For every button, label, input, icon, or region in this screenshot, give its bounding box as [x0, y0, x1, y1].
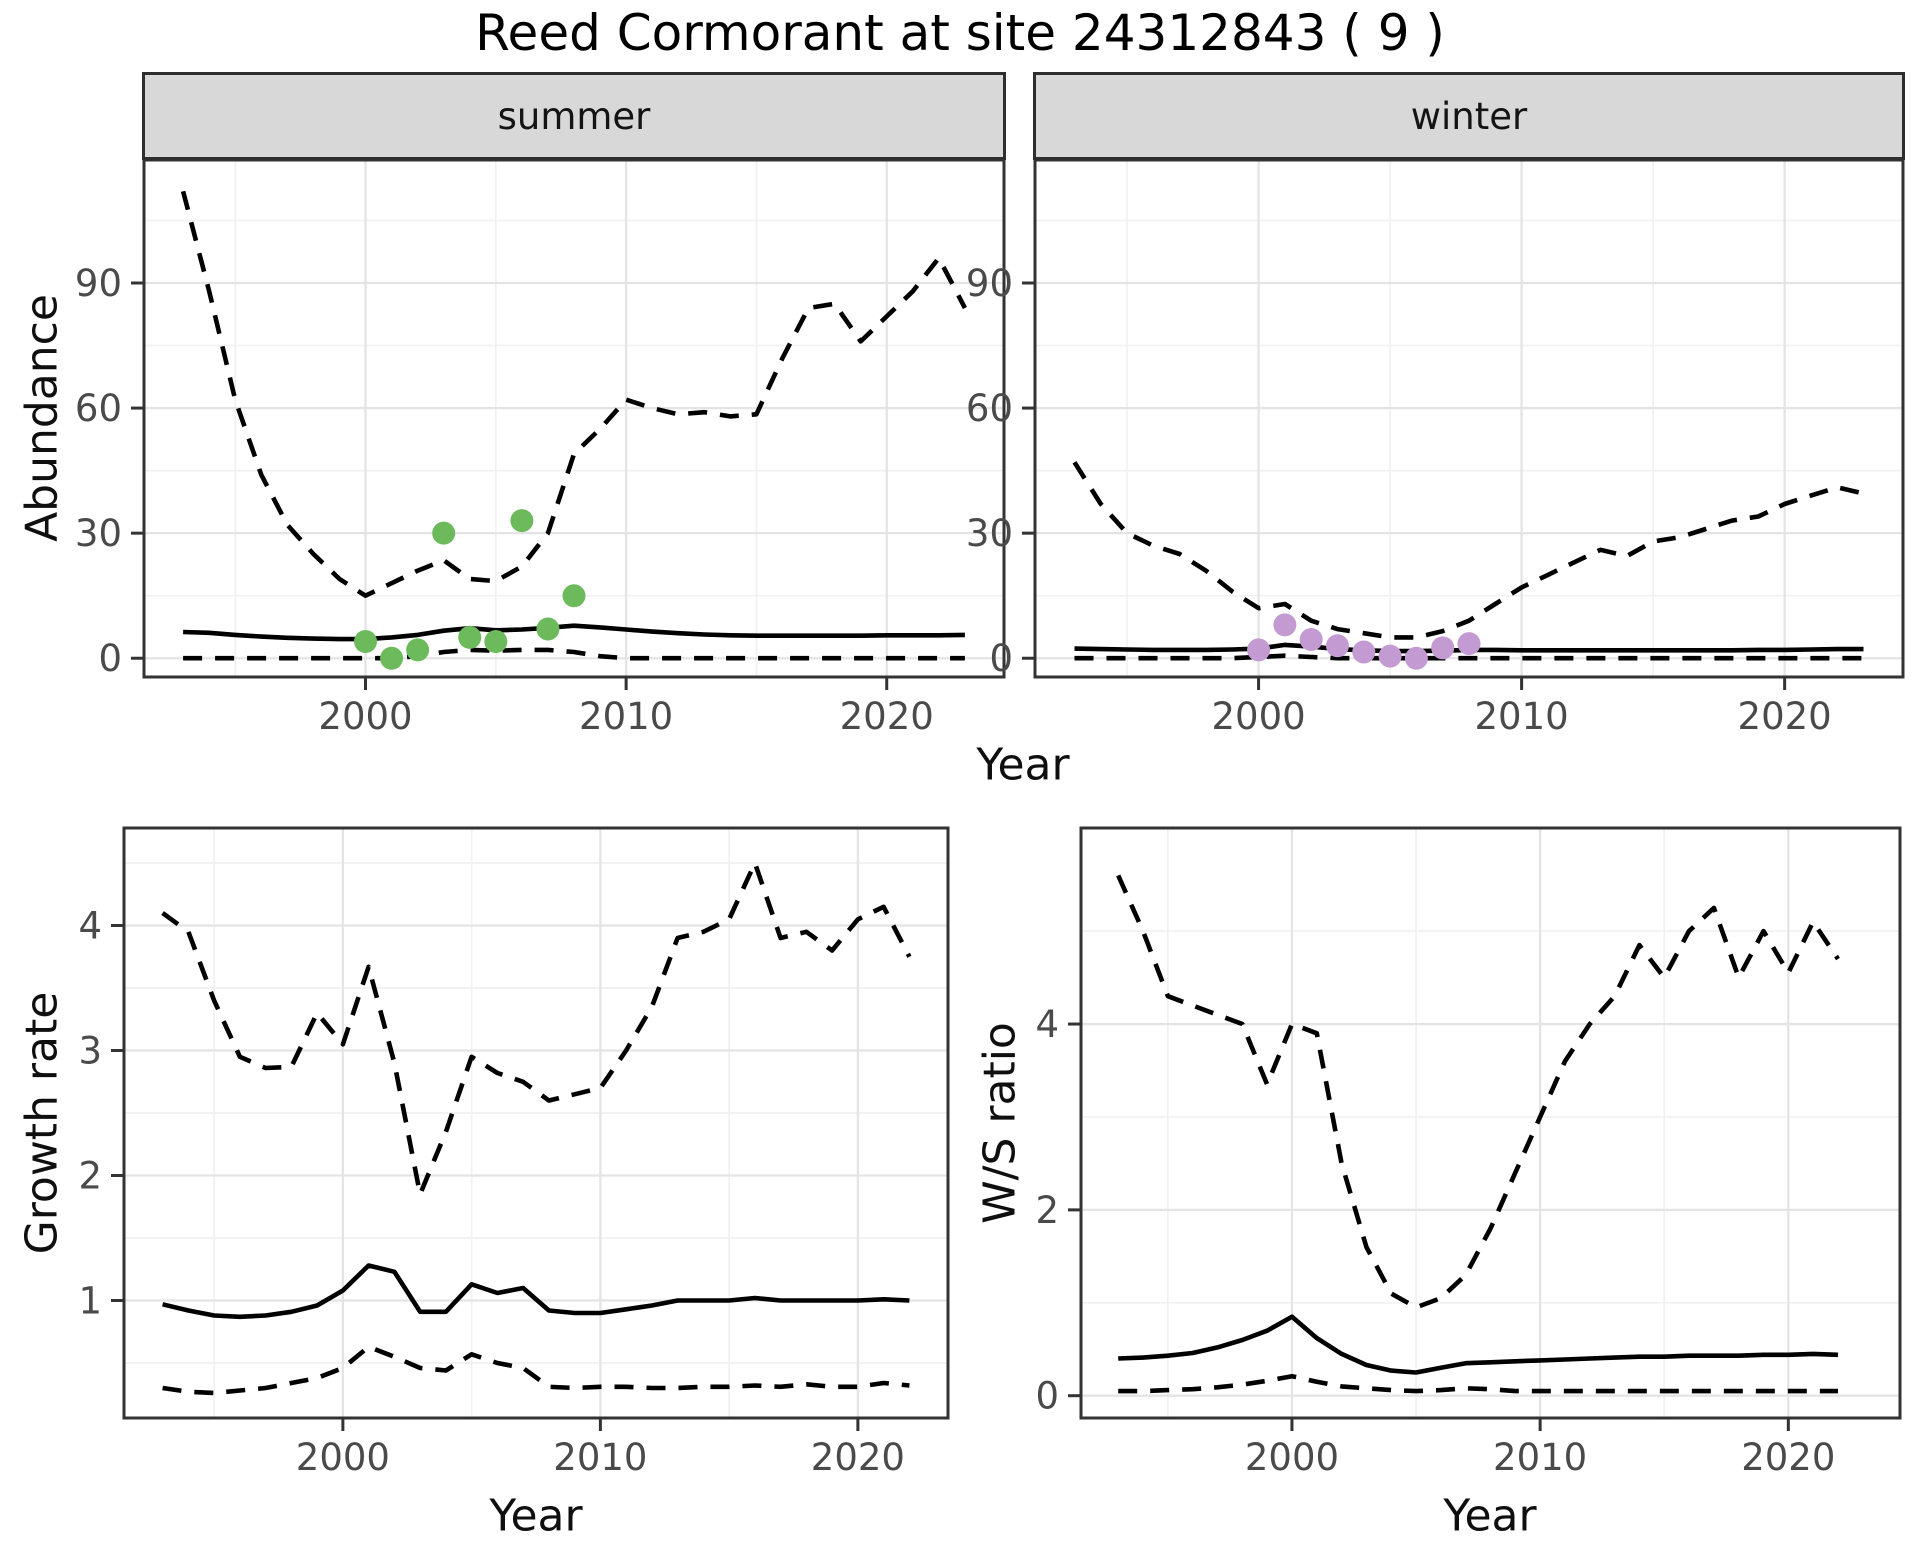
y-tick-label: 0 — [989, 637, 1013, 680]
y-axis-title-growth-rate: Growth rate — [16, 991, 68, 1255]
abundance-winter-observation-point — [1404, 646, 1428, 670]
x-tick-label: 2010 — [1475, 695, 1569, 738]
plot-title: Reed Cormorant at site 24312843 ( 9 ) — [475, 4, 1445, 62]
x-tick-label: 2020 — [1741, 1436, 1835, 1479]
ws-ratio-panel — [1081, 828, 1900, 1418]
x-axis-title-year-growth: Year — [489, 1490, 583, 1542]
abundance-summer-observation-point — [406, 638, 430, 662]
abundance-summer-observation-point — [536, 617, 560, 641]
x-tick-label: 2000 — [1245, 1436, 1339, 1479]
y-tick-label: 2 — [78, 1155, 102, 1198]
abundance-winter-observation-point — [1299, 627, 1323, 651]
x-tick-label: 2010 — [1493, 1436, 1587, 1479]
x-tick-label: 2010 — [579, 695, 673, 738]
x-tick-label: 2020 — [840, 695, 934, 738]
y-axis-title-ws-ratio: W/S ratio — [974, 1022, 1026, 1224]
y-tick-label: 60 — [75, 387, 122, 430]
abundance-winter-panel — [1035, 160, 1903, 677]
abundance-summer-observation-point — [562, 584, 586, 608]
growth-rate-panel — [124, 828, 948, 1418]
y-tick-label: 0 — [98, 637, 122, 680]
abundance-winter-observation-point — [1273, 613, 1297, 637]
abundance-winter-observation-point — [1325, 634, 1349, 658]
x-tick-label: 2020 — [811, 1436, 905, 1479]
abundance-winter-observation-point — [1247, 638, 1271, 662]
y-tick-label: 30 — [966, 512, 1013, 555]
abundance-summer-observation-point — [432, 521, 456, 545]
abundance-summer-observation-point — [510, 509, 534, 533]
ws-ratio-panel-border — [1079, 826, 1902, 1420]
y-tick-label: 0 — [1035, 1375, 1059, 1418]
x-tick-label: 2020 — [1738, 695, 1832, 738]
ws-ratio-upper-95ci-line — [1116, 874, 1840, 1310]
y-tick-label: 4 — [78, 905, 102, 948]
x-tick-label: 2000 — [296, 1436, 390, 1479]
abundance-winter-panel-border — [1033, 158, 1905, 679]
abundance-summer-panel — [144, 160, 1004, 677]
abundance-winter-observation-point — [1378, 644, 1402, 668]
ws-ratio-median-line — [1118, 1314, 1839, 1375]
growth-rate-panel-border — [122, 826, 950, 1420]
y-tick-label: 30 — [75, 512, 122, 555]
growth-rate-median-line — [162, 1263, 910, 1320]
y-tick-label: 4 — [1035, 1003, 1059, 1046]
x-tick-label: 2010 — [553, 1436, 647, 1479]
y-tick-label: 2 — [1035, 1189, 1059, 1232]
facet-strip-summer: summer — [142, 72, 1006, 160]
abundance-summer-observation-point — [380, 646, 404, 670]
y-tick-label: 90 — [966, 262, 1013, 305]
y-tick-label: 90 — [75, 262, 122, 305]
facet-strip-winter: winter — [1033, 72, 1905, 160]
x-tick-label: 2000 — [318, 695, 412, 738]
abundance-summer-observation-point — [354, 630, 378, 654]
x-axis-title-year-ws: Year — [1443, 1490, 1537, 1542]
x-tick-label: 2000 — [1211, 695, 1305, 738]
ws-ratio-lower-95ci-line — [1118, 1373, 1838, 1394]
abundance-winter-observation-point — [1352, 640, 1376, 664]
y-tick-label: 1 — [78, 1280, 102, 1323]
abundance-winter-upper-95ci-line — [1072, 461, 1865, 640]
abundance-summer-lower-95ci-line — [183, 647, 965, 661]
abundance-summer-panel-border — [142, 158, 1006, 679]
x-axis-title-year-top: Year — [976, 739, 1070, 791]
y-tick-label: 3 — [78, 1030, 102, 1073]
abundance-winter-observation-point — [1457, 632, 1481, 656]
abundance-summer-observation-point — [484, 630, 508, 654]
growth-rate-upper-95ci-line — [161, 860, 912, 1197]
abundance-summer-median-line — [183, 623, 965, 642]
y-axis-title-abundance: Abundance — [16, 294, 68, 542]
y-tick-label: 60 — [966, 387, 1013, 430]
abundance-winter-observation-point — [1431, 636, 1455, 660]
growth-rate-lower-95ci-line — [162, 1344, 910, 1396]
facet-strip-summer-label: summer — [497, 94, 651, 138]
abundance-summer-upper-95ci-line — [180, 190, 967, 598]
facet-strip-winter-label: winter — [1410, 94, 1528, 138]
abundance-winter-lower-95ci-line — [1074, 653, 1864, 661]
abundance-summer-observation-point — [458, 625, 482, 649]
